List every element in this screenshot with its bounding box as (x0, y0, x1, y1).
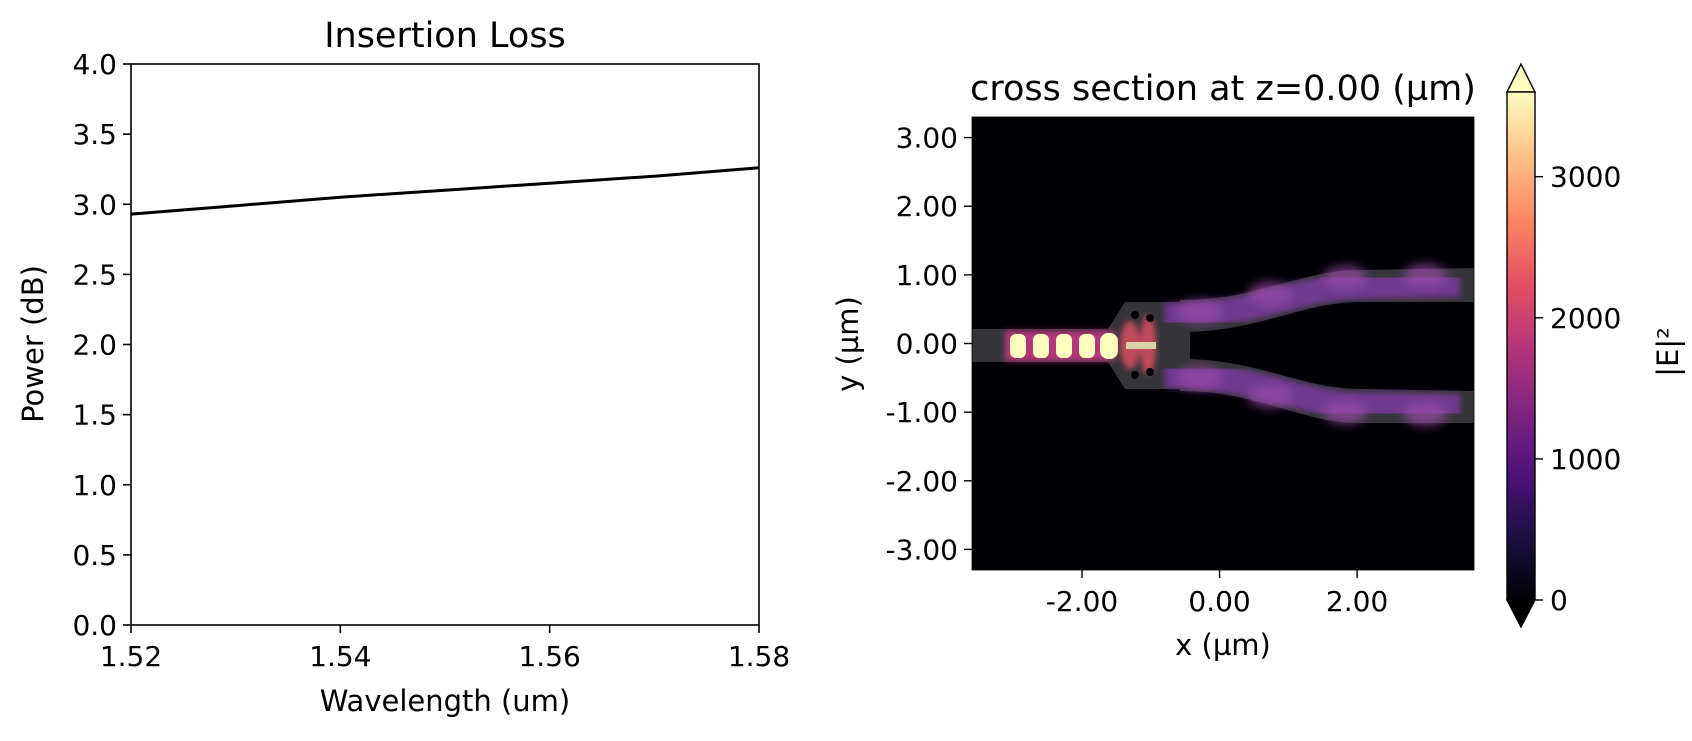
left-y-tick-label: 0.5 (72, 539, 117, 572)
left-series-layer (130, 166, 760, 216)
right-y-axis-label: y (µm) (831, 296, 865, 392)
right-y-axis: -3.00 -2.00 -1.00 0.00 1.00 2.00 3.00 (886, 122, 972, 566)
left-y-axis: 0.0 0.5 1.0 1.5 2.0 2.5 3.0 3.5 4.0 (72, 48, 131, 642)
right-x-axis: -2.00 0.00 2.00 (1046, 570, 1388, 618)
right-x-axis-label: x (µm) (1175, 628, 1271, 662)
left-y-tick-label: 1.0 (72, 469, 117, 502)
left-y-tick-label: 1.5 (72, 399, 117, 432)
right-x-tick-label: -2.00 (1046, 585, 1118, 618)
right-y-tick-label: 0.00 (896, 328, 958, 361)
right-y-tick-label: 1.00 (896, 259, 958, 292)
right-y-tick-label: -2.00 (886, 465, 958, 498)
colorbar-label: |E|² (1651, 327, 1685, 377)
right-y-tick-label: -3.00 (886, 533, 958, 566)
colorbar-tick-label: 3000 (1550, 161, 1621, 194)
insertion-loss-chart: Insertion Loss 0.0 0.5 1.0 1.5 2.0 2.5 3.0 3.5 4… (16, 16, 790, 718)
left-y-tick-label: 2.0 (72, 329, 117, 362)
left-y-tick-label: 3.0 (72, 188, 117, 221)
right-x-tick-label: 0.00 (1188, 585, 1250, 618)
left-x-tick-label: 1.56 (518, 640, 580, 673)
left-y-tick-label: 4.0 (72, 48, 117, 81)
left-y-axis-label: Power (dB) (16, 265, 50, 423)
right-y-tick-label: 3.00 (896, 122, 958, 155)
left-x-tick-label: 1.54 (309, 640, 371, 673)
colorbar-tick-label: 2000 (1550, 302, 1621, 335)
left-y-tick-label: 0.0 (72, 609, 117, 642)
right-x-tick-label: 2.00 (1326, 585, 1388, 618)
colorbar-gradient (1506, 91, 1536, 601)
heatmap-image (972, 117, 1474, 570)
insertion-loss-line (130, 166, 760, 216)
left-x-axis-label: Wavelength (um) (320, 684, 571, 718)
left-y-tick-label: 2.5 (72, 258, 117, 291)
colorbar-tick-label: 0 (1550, 584, 1568, 617)
left-x-tick-label: 1.52 (100, 640, 162, 673)
left-y-tick-label: 3.5 (72, 118, 117, 151)
colorbar-ticks: 0 1000 2000 3000 (1535, 161, 1621, 617)
left-x-tick-label: 1.58 (728, 640, 790, 673)
colorbar-top-extend (1505, 62, 1537, 93)
right-y-tick-label: 2.00 (896, 190, 958, 223)
right-y-tick-label: -1.00 (886, 396, 958, 429)
left-x-axis: 1.52 1.54 1.56 1.58 (100, 625, 790, 673)
colorbar-bottom-extend (1505, 599, 1537, 629)
colorbar-tick-label: 1000 (1550, 443, 1621, 476)
left-plot-area (130, 63, 760, 626)
right-chart-title: cross section at z=0.00 (µm) (970, 69, 1476, 109)
cross-section-chart: cross section at z=0.00 (µm) (831, 62, 1685, 662)
left-chart-title: Insertion Loss (324, 16, 566, 56)
colorbar: 0 1000 2000 3000 |E|² (1505, 62, 1685, 629)
